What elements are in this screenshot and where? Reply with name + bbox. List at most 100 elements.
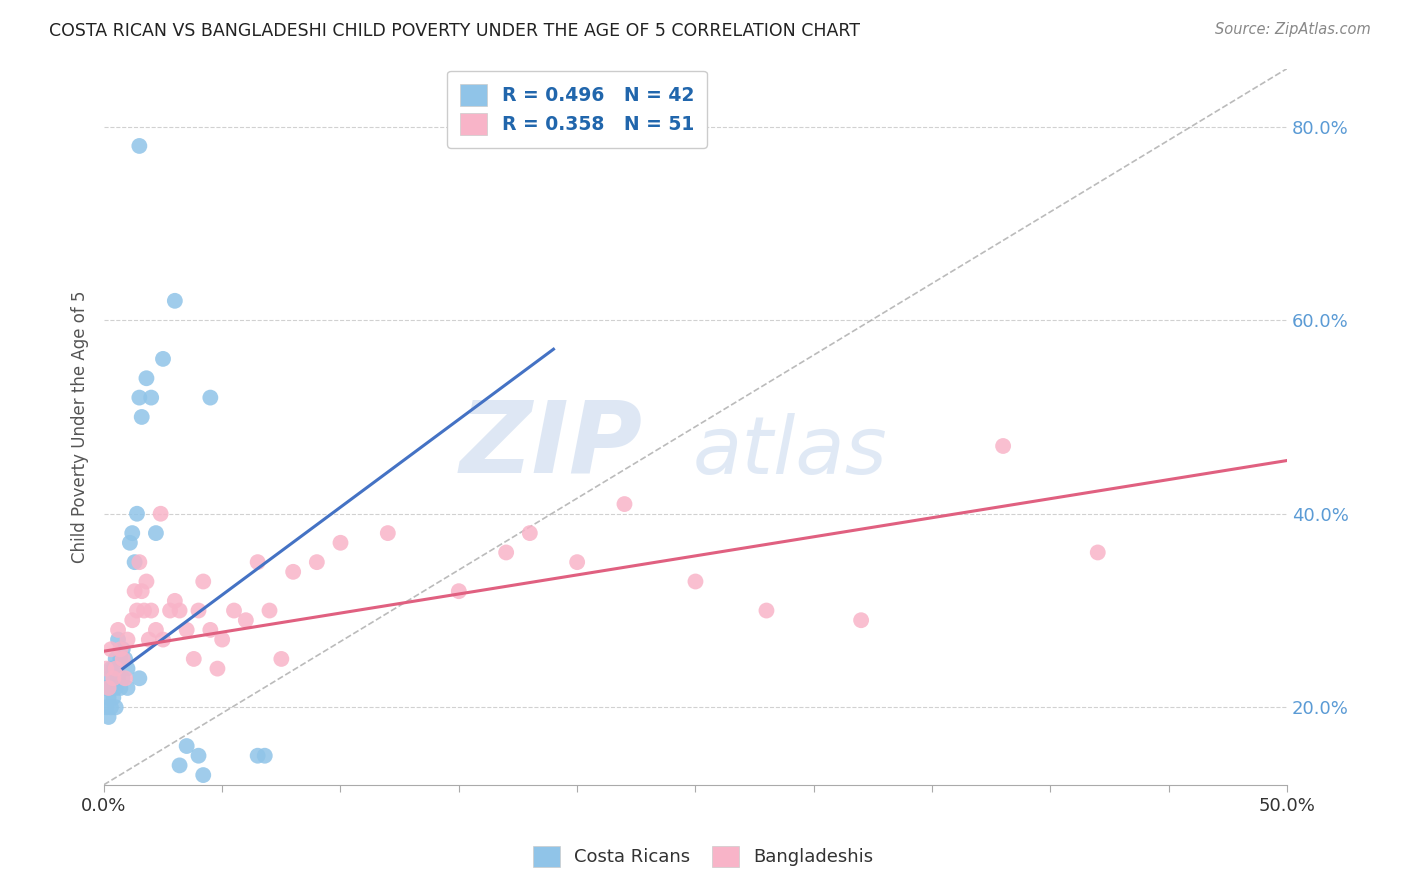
Point (169, 758, 191, 772)
Point (253, 748, 276, 763)
Point (270, 652, 292, 666)
Point (96, 700, 118, 714)
Point (104, 681, 127, 695)
Point (495, 545, 517, 559)
Point (235, 613, 257, 627)
Point (104, 652, 127, 666)
Point (110, 652, 132, 666)
Point (211, 632, 233, 647)
Point (141, 391, 163, 405)
Point (121, 613, 143, 627)
Text: ZIP: ZIP (460, 396, 643, 493)
Point (141, 603, 163, 617)
Point (138, 632, 160, 647)
Text: atlas: atlas (693, 413, 887, 491)
Text: COSTA RICAN VS BANGLADESHI CHILD POVERTY UNDER THE AGE OF 5 CORRELATION CHART: COSTA RICAN VS BANGLADESHI CHILD POVERTY… (49, 22, 860, 40)
Point (97, 710, 120, 724)
Point (100, 662, 122, 676)
Y-axis label: Child Poverty Under the Age of 5: Child Poverty Under the Age of 5 (72, 291, 89, 563)
Point (131, 584, 153, 599)
Point (152, 351, 174, 366)
Point (128, 139, 150, 153)
Point (111, 652, 134, 666)
Point (124, 555, 146, 569)
Point (135, 574, 157, 589)
Point (519, 526, 541, 541)
Point (96, 662, 118, 676)
Point (104, 700, 127, 714)
Point (121, 526, 143, 541)
Point (107, 623, 129, 637)
Point (613, 497, 636, 511)
Point (110, 681, 132, 695)
Point (128, 391, 150, 405)
Point (131, 409, 153, 424)
Point (107, 632, 129, 647)
Point (124, 584, 146, 599)
Point (107, 671, 129, 685)
Point (111, 671, 134, 685)
Point (169, 603, 191, 617)
Point (305, 555, 328, 569)
Point (97, 690, 120, 705)
Point (117, 662, 139, 676)
Point (176, 739, 198, 753)
Point (114, 671, 136, 685)
Point (163, 594, 186, 608)
Point (110, 642, 132, 657)
Point (104, 662, 127, 676)
Point (685, 574, 707, 589)
Point (991, 439, 1014, 453)
Point (246, 555, 269, 569)
Point (128, 671, 150, 685)
Point (97, 681, 120, 695)
Legend: Costa Ricans, Bangladeshis: Costa Ricans, Bangladeshis (526, 838, 880, 874)
Point (149, 507, 172, 521)
Point (114, 652, 136, 666)
Point (222, 603, 245, 617)
Point (125, 507, 148, 521)
Point (125, 603, 148, 617)
Point (103, 671, 125, 685)
Point (111, 642, 134, 657)
Point (183, 652, 205, 666)
Point (118, 536, 141, 550)
Legend: R = 0.496   N = 42, R = 0.358   N = 51: R = 0.496 N = 42, R = 0.358 N = 51 (447, 70, 707, 148)
Point (145, 526, 167, 541)
Point (96, 681, 118, 695)
Point (200, 391, 222, 405)
Point (377, 526, 399, 541)
Point (145, 623, 167, 637)
Point (159, 603, 181, 617)
Point (849, 613, 872, 627)
Point (135, 371, 157, 385)
Point (447, 584, 470, 599)
Point (176, 623, 198, 637)
Point (187, 603, 209, 617)
Point (100, 642, 122, 657)
Point (100, 681, 122, 695)
Point (100, 700, 122, 714)
Point (103, 662, 125, 676)
Point (1087, 545, 1109, 559)
Point (565, 555, 588, 569)
Point (132, 603, 155, 617)
Point (193, 574, 215, 589)
Point (259, 603, 281, 617)
Point (163, 293, 186, 308)
Point (128, 555, 150, 569)
Point (117, 632, 139, 647)
Point (329, 536, 352, 550)
Point (200, 623, 222, 637)
Point (207, 662, 229, 676)
Point (152, 632, 174, 647)
Point (246, 748, 269, 763)
Point (97, 671, 120, 685)
Point (117, 681, 139, 695)
Point (103, 690, 125, 705)
Point (283, 565, 305, 579)
Text: Source: ZipAtlas.com: Source: ZipAtlas.com (1215, 22, 1371, 37)
Point (193, 768, 215, 782)
Point (755, 603, 778, 617)
Point (187, 748, 209, 763)
